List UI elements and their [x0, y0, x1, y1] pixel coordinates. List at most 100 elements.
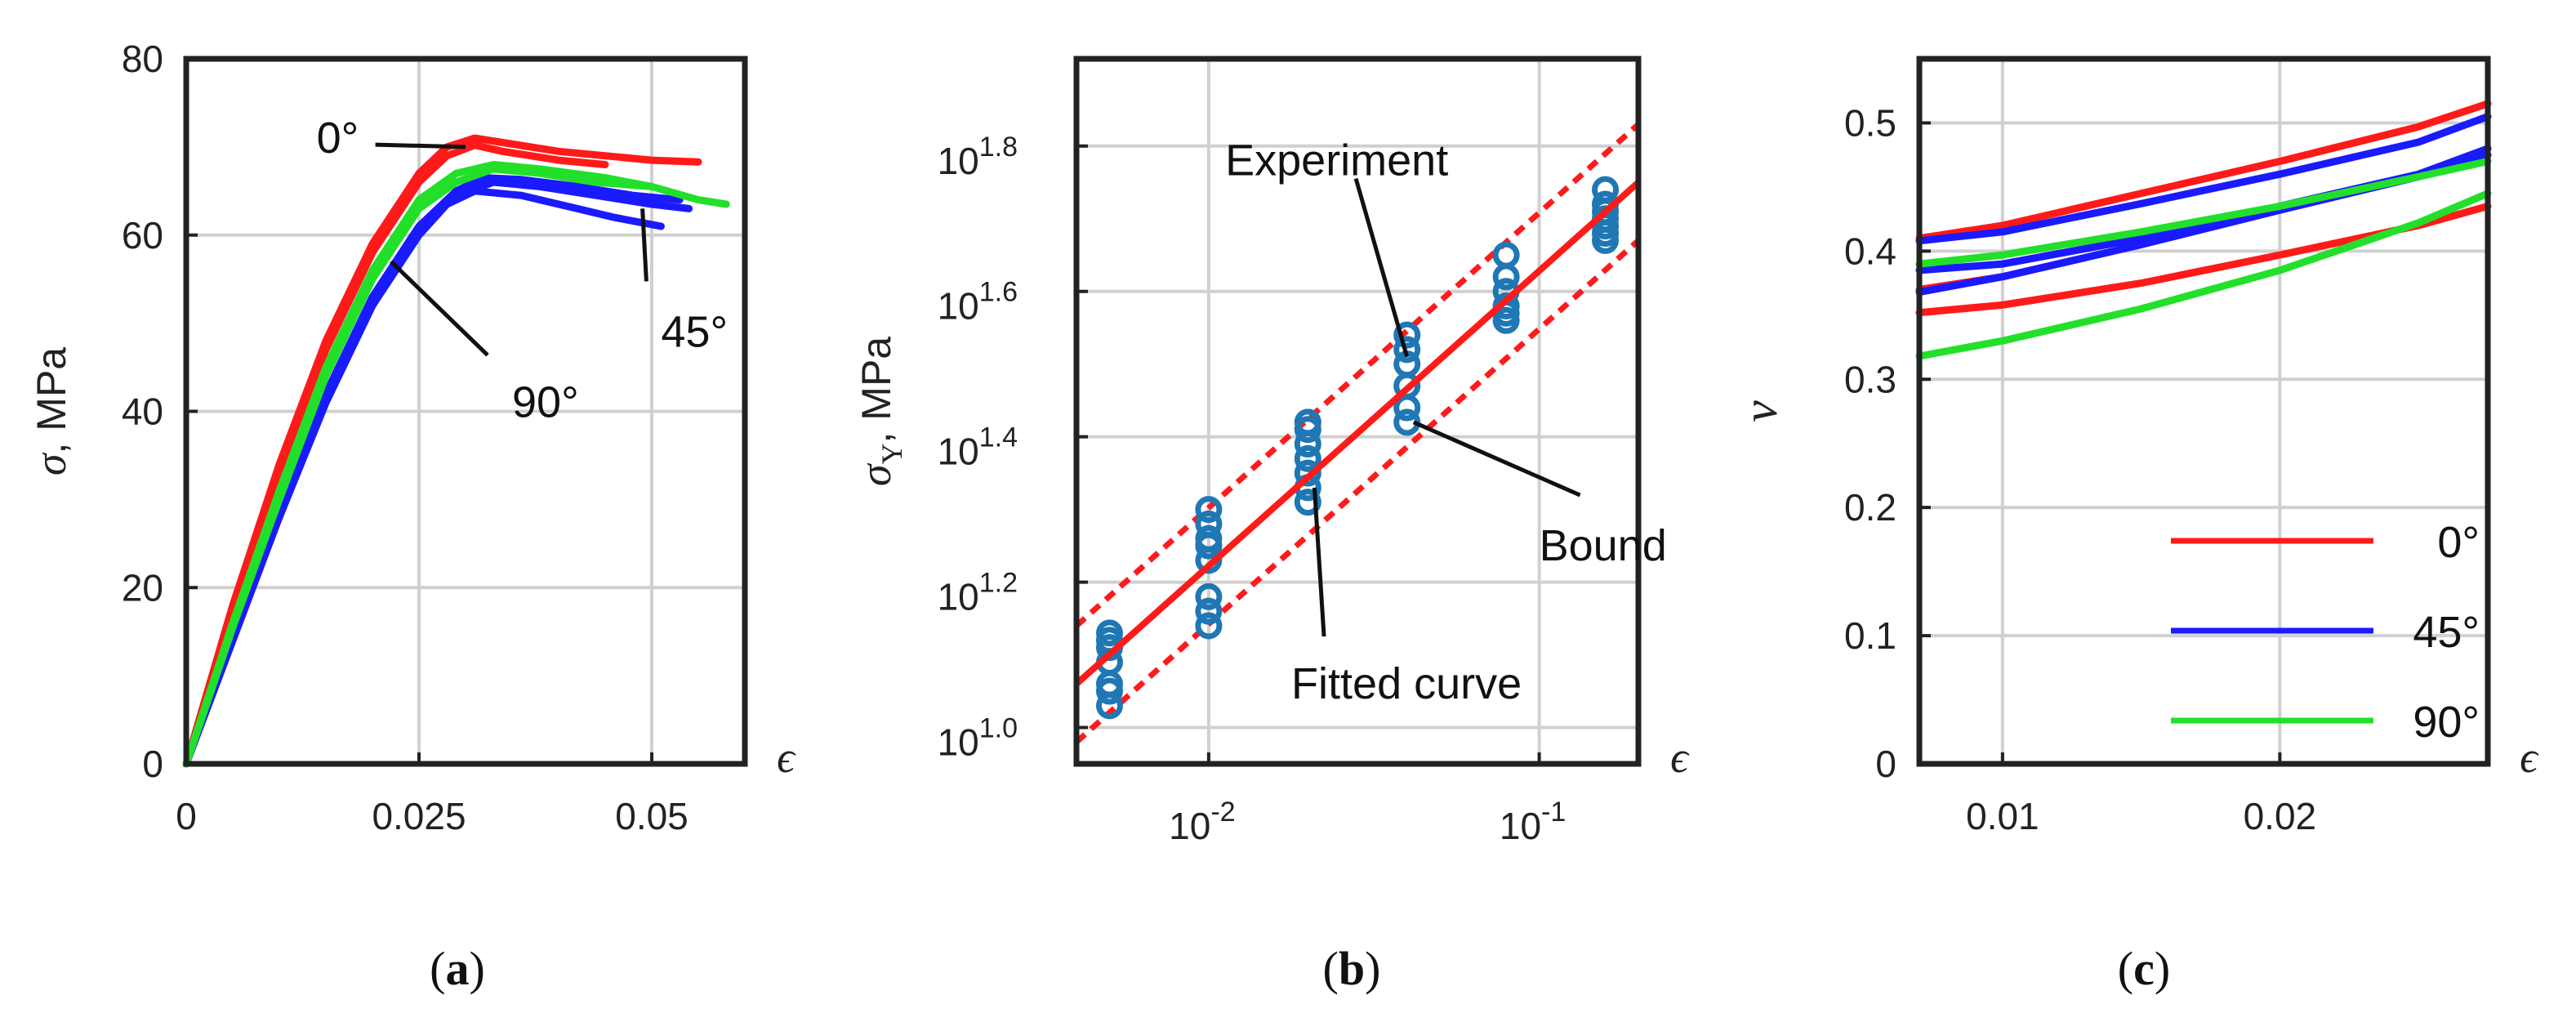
x-tick-label: 0 — [176, 795, 197, 837]
y-tick-label: 80 — [122, 38, 163, 80]
x-tick-exp: -2 — [1210, 797, 1235, 828]
y-tick-label: 101.6 — [938, 277, 1018, 328]
x-tick-label: 0.01 — [1966, 795, 2039, 837]
y-tick-label: 0 — [1875, 743, 1896, 785]
annotation-label: Experiment — [1225, 136, 1448, 185]
y-tick-label: 0.3 — [1844, 358, 1896, 400]
y-tick-label: 0.4 — [1844, 230, 1896, 272]
y-tick-base: 10 — [938, 431, 979, 473]
legend: 0° 45° 90° — [2171, 518, 2480, 747]
caption-letter: b — [1339, 942, 1365, 995]
y-tick-exp: 1.6 — [979, 277, 1018, 308]
y-tick-label: 101.0 — [938, 713, 1018, 764]
data-point — [1195, 510, 1223, 538]
annotation-label: Bound — [1540, 521, 1667, 570]
data-point — [1592, 176, 1620, 203]
y-axis-unit: , MPa — [29, 347, 74, 454]
data-point — [1195, 612, 1223, 640]
axes-frame — [1073, 56, 1642, 767]
annotation-label: Fitted curve — [1291, 659, 1522, 708]
panel-caption: (c) — [2118, 942, 2170, 995]
x-axis-label: ϵ — [2520, 733, 2539, 782]
y-tick-label: 101.8 — [938, 132, 1018, 182]
y-tick-base: 10 — [938, 721, 979, 764]
y-axis-label: σ, MPa — [26, 347, 75, 475]
panel-a: 0 0.025 0.05 0 20 40 60 80 ϵ σ, MPa 0° 45° 90° (a) — [26, 38, 796, 995]
x-tick-label: 10-1 — [1500, 797, 1566, 847]
y-tick-label: 101.4 — [938, 422, 1018, 473]
data-point — [1393, 336, 1421, 364]
data-point — [1195, 597, 1223, 625]
y-tick-label: 101.2 — [938, 568, 1018, 618]
x-tick-label: 0.02 — [2244, 795, 2317, 837]
bound-line — [1074, 238, 1641, 744]
plot-area — [1919, 59, 2488, 764]
y-tick-label: 60 — [122, 214, 163, 257]
y-tick-label: 0.2 — [1844, 486, 1896, 529]
panel-caption: (a) — [430, 942, 485, 995]
data-point — [1294, 444, 1321, 472]
data-point — [1195, 524, 1223, 552]
y-axis-label: σY, MPa — [851, 337, 908, 486]
series-line-green — [182, 165, 656, 768]
annotation-leader — [390, 260, 489, 357]
x-axis-label: ϵ — [1670, 733, 1690, 782]
x-tick-label: 10-2 — [1169, 797, 1235, 847]
caption-paren: ( — [1323, 942, 1339, 995]
caption-letter: a — [446, 942, 470, 995]
caption-letter: c — [2133, 942, 2155, 995]
y-tick-label: 0.5 — [1844, 101, 1896, 144]
y-tick-exp: 1.4 — [979, 422, 1018, 453]
annotation-leader — [1353, 177, 1410, 358]
annotation-leader — [1412, 420, 1581, 498]
panel-c: 0.01 0.02 0 0.1 0.2 0.3 0.4 0.5 ϵ ν 0° 45° 90° (c) — [1733, 56, 2539, 995]
caption-paren: ) — [470, 942, 485, 995]
data-point — [1294, 408, 1321, 436]
x-axis-label: ϵ — [777, 733, 796, 782]
caption-paren: ) — [2155, 942, 2170, 995]
axes-frame — [1916, 56, 2491, 767]
y-tick-exp: 1.2 — [979, 568, 1018, 599]
y-tick-label: 0 — [142, 743, 163, 785]
x-tick-base: 10 — [1169, 805, 1210, 847]
y-tick-base: 10 — [938, 285, 979, 328]
y-axis-symbol: σ — [26, 452, 75, 475]
series-line-blue — [1915, 113, 2492, 245]
bound-line — [1074, 122, 1641, 628]
annotation-leader — [640, 208, 648, 282]
series-line-green — [1915, 190, 2492, 360]
legend-label: 0° — [2437, 518, 2480, 567]
y-tick-exp: 1.8 — [979, 132, 1018, 163]
caption-paren: ) — [1365, 942, 1380, 995]
y-axis-unit: , MPa — [853, 337, 899, 444]
y-tick-exp: 1.0 — [979, 713, 1018, 744]
y-axis-symbol: σ — [851, 462, 900, 486]
y-axis-subscript: Y — [876, 443, 908, 464]
data-point — [1393, 321, 1421, 349]
data-point — [1492, 241, 1520, 269]
x-tick-label: 0.05 — [615, 795, 689, 837]
x-tick-exp: -1 — [1541, 797, 1566, 828]
data-point — [1095, 619, 1123, 647]
annotation-label: 45° — [661, 307, 728, 356]
y-axis-label: ν — [1733, 400, 1787, 422]
x-tick-base: 10 — [1500, 805, 1541, 847]
series-line-blue — [182, 178, 693, 768]
annotation-leader — [375, 142, 466, 150]
y-tick-base: 10 — [938, 576, 979, 618]
y-tick-label: 20 — [122, 566, 163, 609]
data-point — [1294, 459, 1321, 487]
y-tick-label: 0.1 — [1844, 614, 1896, 657]
series-line-green — [1915, 158, 2492, 268]
series-line-red — [182, 141, 609, 768]
caption-paren: ( — [430, 942, 445, 995]
legend-label: 45° — [2413, 608, 2480, 657]
legend-label: 90° — [2413, 698, 2480, 747]
annotation-label: 90° — [512, 378, 579, 427]
annotation-leader — [1312, 487, 1326, 637]
caption-paren: ( — [2118, 942, 2133, 995]
series-line-red — [1915, 202, 2492, 317]
y-tick-base: 10 — [938, 140, 979, 182]
